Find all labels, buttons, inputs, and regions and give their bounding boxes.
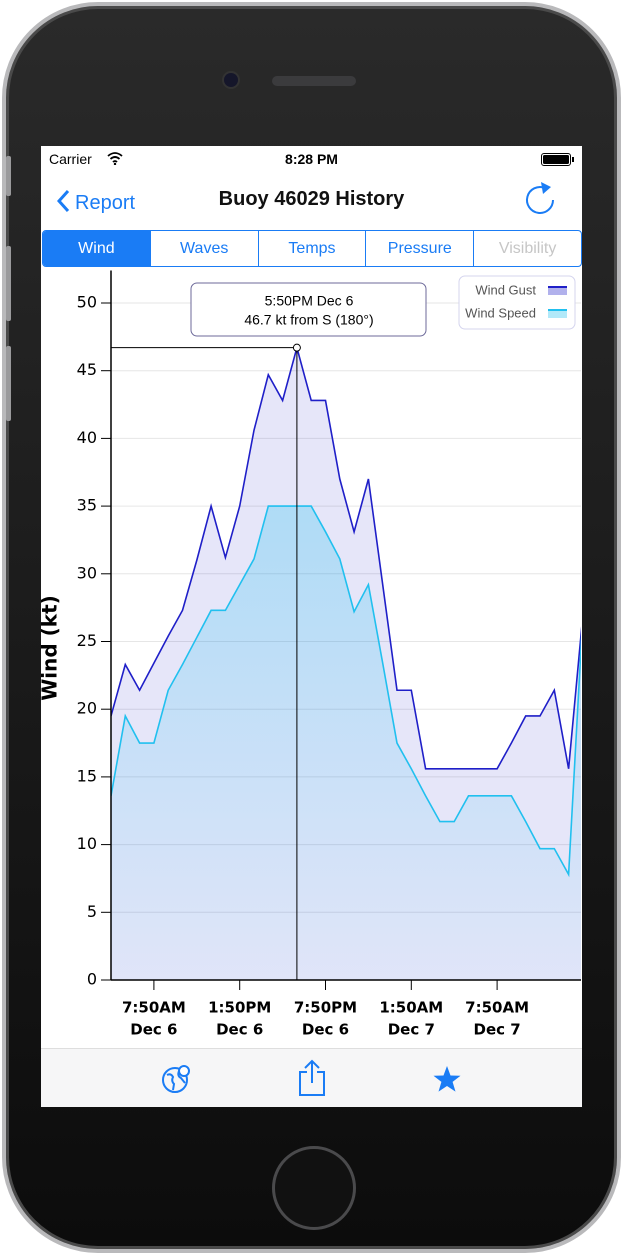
toolbar <box>41 1048 582 1107</box>
favorite-button[interactable] <box>432 1065 462 1093</box>
crosshair-point <box>292 343 301 352</box>
share-button[interactable] <box>297 1059 327 1097</box>
y-tick-label: 50 <box>77 292 97 311</box>
y-tick-label: 25 <box>77 631 97 650</box>
refresh-button[interactable] <box>523 180 559 218</box>
back-button[interactable]: Report <box>56 189 136 215</box>
tab[interactable]: Pressure <box>365 231 473 266</box>
x-tick-label: Dec 7 <box>388 1021 435 1039</box>
x-tick-label: 7:50PM <box>294 999 357 1017</box>
back-label[interactable]: Report <box>75 192 136 214</box>
mute-switch <box>6 156 11 196</box>
nav-title: Buoy 46029 History <box>218 188 405 210</box>
carrier: Carrier <box>49 151 92 167</box>
y-tick-label: 15 <box>77 766 97 785</box>
tab[interactable]: Waves <box>149 231 258 266</box>
legend-box <box>458 275 576 330</box>
legend-swatch <box>548 310 567 318</box>
legend-swatch <box>548 287 567 295</box>
y-tick-label: 0 <box>87 970 97 989</box>
clock: 8:28 PM <box>285 151 338 167</box>
segmented-control: Wind Waves Temps Pressure Visibility <box>42 230 582 267</box>
tooltip-value: 46.7 kt from S (180°) <box>244 312 373 328</box>
y-tick-label: 45 <box>77 360 97 379</box>
series-area <box>111 506 581 980</box>
x-tick-label: 7:50AM <box>122 999 186 1017</box>
battery-icon <box>541 153 574 166</box>
tab: Visibility <box>473 231 581 266</box>
home-button[interactable] <box>272 1146 356 1230</box>
x-tick-label: 1:50PM <box>208 999 271 1017</box>
tab[interactable]: Wind <box>43 231 150 266</box>
tab[interactable]: Temps <box>257 231 366 266</box>
y-tick-label: 35 <box>77 496 97 515</box>
legend-label: Wind Gust <box>475 282 536 297</box>
x-tick-label: Dec 6 <box>216 1021 263 1039</box>
y-tick-label: 10 <box>77 834 97 853</box>
x-tick-label: 1:50AM <box>379 999 443 1017</box>
y-tick-label: 20 <box>77 699 97 718</box>
y-tick-label: 40 <box>77 428 97 447</box>
y-tick-label: 5 <box>87 902 97 921</box>
tooltip-box <box>190 282 427 337</box>
x-tick-label: Dec 7 <box>474 1021 521 1039</box>
legend-label: Wind Speed <box>465 305 536 320</box>
wifi-icon <box>107 152 123 165</box>
speaker <box>272 76 356 86</box>
x-tick-label: Dec 6 <box>130 1021 177 1039</box>
volume-down <box>6 346 11 421</box>
x-tick-label: Dec 6 <box>302 1021 349 1039</box>
x-tick-label: 7:50AM <box>465 999 529 1017</box>
screen: Carrier 8:28 PM Report Buoy 46029 Histor… <box>41 146 582 1107</box>
y-axis-label: Wind (kt) <box>41 595 62 701</box>
chart: Wind (kt) 0 5 10 15 20 25 30 35 40 45 50 7:50AM Dec … <box>41 270 581 1039</box>
volume-up <box>6 246 11 321</box>
series-line <box>111 344 581 770</box>
map-button[interactable] <box>161 1063 193 1095</box>
y-tick-label: 30 <box>77 563 97 582</box>
status-bar: Carrier 8:28 PM <box>41 151 582 171</box>
camera <box>224 73 238 87</box>
tooltip-time: 5:50PM Dec 6 <box>265 293 354 309</box>
series-line <box>111 505 581 878</box>
